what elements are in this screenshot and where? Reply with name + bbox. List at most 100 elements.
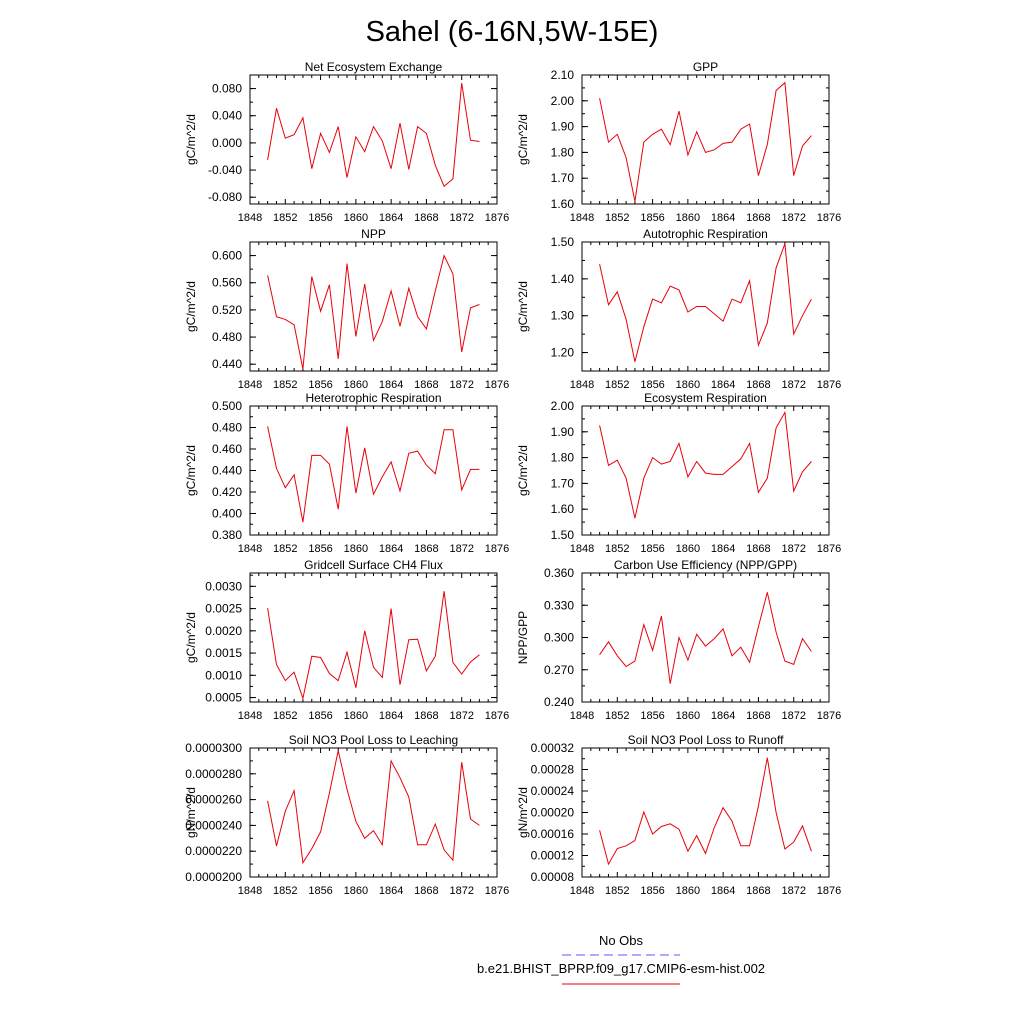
plot-frame bbox=[249, 405, 498, 536]
x-tick-label: 1852 bbox=[273, 710, 297, 722]
y-tick-label: 1.30 bbox=[551, 309, 575, 323]
y-tick-label: 1.70 bbox=[551, 476, 575, 490]
y-tick-label: 0.000 bbox=[212, 136, 242, 150]
x-tick-label: 1848 bbox=[238, 543, 262, 555]
y-tick-label: 0.460 bbox=[212, 442, 242, 456]
x-tick-label: 1876 bbox=[817, 379, 841, 391]
x-tick-label: 1868 bbox=[414, 885, 438, 897]
y-tick-label: 0.0000220 bbox=[185, 844, 242, 858]
plot-frame bbox=[581, 572, 830, 703]
x-tick-label: 1852 bbox=[605, 885, 629, 897]
y-tick-label: 0.440 bbox=[212, 357, 242, 371]
x-tick-label: 1876 bbox=[817, 710, 841, 722]
x-tick-label: 1856 bbox=[640, 885, 664, 897]
y-tick-label: 0.0000200 bbox=[185, 870, 242, 884]
x-tick-label: 1852 bbox=[273, 379, 297, 391]
x-tick-label: 1852 bbox=[605, 543, 629, 555]
x-tick-label: 1848 bbox=[570, 885, 594, 897]
x-tick-label: 1876 bbox=[817, 543, 841, 555]
x-tick-label: 1876 bbox=[817, 212, 841, 224]
y-tick-label: 1.60 bbox=[551, 502, 575, 516]
y-tick-label: 0.0000260 bbox=[185, 793, 242, 807]
y-tick-label: 2.00 bbox=[551, 399, 575, 413]
x-tick-label: 1852 bbox=[273, 212, 297, 224]
series-line bbox=[267, 426, 480, 523]
y-tick-label: 0.330 bbox=[544, 598, 574, 612]
y-axis-label: gC/m^2/d bbox=[516, 114, 530, 165]
plot-frame bbox=[581, 747, 830, 878]
x-tick-label: 1868 bbox=[414, 710, 438, 722]
y-tick-label: 0.240 bbox=[544, 695, 574, 709]
y-tick-label: 0.00020 bbox=[531, 806, 575, 820]
y-tick-label: 2.00 bbox=[551, 94, 575, 108]
y-tick-label: 0.0015 bbox=[205, 646, 242, 660]
x-tick-label: 1872 bbox=[781, 885, 805, 897]
x-tick-label: 1876 bbox=[485, 212, 509, 224]
x-tick-label: 1872 bbox=[781, 710, 805, 722]
y-axis-label: gC/m^2/d bbox=[516, 445, 530, 496]
figure-title: Sahel (6-16N,5W-15E) bbox=[366, 16, 659, 48]
x-tick-label: 1868 bbox=[746, 543, 770, 555]
x-tick-label: 1856 bbox=[640, 212, 664, 224]
y-tick-label: 0.0000280 bbox=[185, 767, 242, 781]
panel-title: Soil NO3 Pool Loss to Leaching bbox=[289, 733, 458, 747]
x-tick-label: 1848 bbox=[570, 543, 594, 555]
x-tick-label: 1860 bbox=[344, 212, 368, 224]
x-tick-label: 1864 bbox=[711, 885, 735, 897]
x-tick-label: 1852 bbox=[273, 885, 297, 897]
panel-title: Heterotrophic Respiration bbox=[305, 391, 441, 405]
y-axis-label: gC/m^2/d bbox=[184, 114, 198, 165]
y-tick-label: 0.00028 bbox=[531, 763, 575, 777]
x-tick-label: 1872 bbox=[781, 543, 805, 555]
x-tick-label: 1876 bbox=[817, 885, 841, 897]
legend-label-model: b.e21.BHIST_BPRP.f09_g17.CMIP6-esm-hist.… bbox=[477, 961, 765, 976]
y-tick-label: 0.440 bbox=[212, 464, 242, 478]
panel-9: Soil NO3 Pool Loss to Runoff gN/m^2/d 1848… bbox=[516, 733, 841, 897]
x-tick-label: 1860 bbox=[676, 543, 700, 555]
x-tick-label: 1852 bbox=[273, 543, 297, 555]
x-tick-label: 1868 bbox=[414, 212, 438, 224]
y-tick-label: -0.080 bbox=[208, 190, 242, 204]
x-tick-label: 1856 bbox=[640, 710, 664, 722]
x-tick-label: 1852 bbox=[605, 710, 629, 722]
x-tick-label: 1868 bbox=[746, 212, 770, 224]
x-tick-label: 1864 bbox=[379, 212, 403, 224]
y-tick-label: 2.10 bbox=[551, 68, 575, 82]
plot-frame bbox=[249, 572, 498, 703]
plot-frame bbox=[581, 405, 830, 536]
y-axis-label: gN/m^2/d bbox=[516, 787, 530, 838]
x-tick-label: 1872 bbox=[449, 379, 473, 391]
y-tick-label: 0.00008 bbox=[531, 870, 575, 884]
y-tick-label: 1.20 bbox=[551, 346, 575, 360]
x-tick-label: 1872 bbox=[781, 379, 805, 391]
y-tick-label: 0.0025 bbox=[205, 602, 242, 616]
y-tick-label: 1.50 bbox=[551, 528, 575, 542]
x-tick-label: 1860 bbox=[344, 885, 368, 897]
y-tick-label: 1.90 bbox=[551, 425, 575, 439]
y-tick-label: 0.0000240 bbox=[185, 818, 242, 832]
series-line bbox=[599, 81, 812, 202]
y-tick-label: 0.270 bbox=[544, 663, 574, 677]
legend: No Obs b.e21.BHIST_BPRP.f09_g17.CMIP6-es… bbox=[477, 933, 765, 985]
x-tick-label: 1856 bbox=[640, 543, 664, 555]
x-tick-label: 1860 bbox=[344, 543, 368, 555]
y-tick-label: -0.040 bbox=[208, 163, 242, 177]
y-tick-label: 0.360 bbox=[544, 566, 574, 580]
y-axis-label: gC/m^2/d bbox=[184, 281, 198, 332]
y-tick-label: 1.50 bbox=[551, 235, 575, 249]
y-tick-label: 0.00032 bbox=[531, 741, 575, 755]
series-line bbox=[267, 83, 480, 188]
y-tick-label: 0.0030 bbox=[205, 579, 242, 593]
x-tick-label: 1872 bbox=[781, 212, 805, 224]
series-line bbox=[599, 757, 812, 866]
panel-2: NPP gC/m^2/d 1848 1852 1856 1860 1864 1868 1872 1… bbox=[184, 227, 509, 391]
panel-3: Autotrophic Respiration gC/m^2/d 1848 1852 1… bbox=[516, 227, 841, 391]
x-tick-label: 1864 bbox=[711, 543, 735, 555]
x-tick-label: 1848 bbox=[238, 212, 262, 224]
y-tick-label: 0.040 bbox=[212, 109, 242, 123]
x-tick-label: 1868 bbox=[746, 885, 770, 897]
x-tick-label: 1868 bbox=[746, 379, 770, 391]
y-tick-label: 0.380 bbox=[212, 528, 242, 542]
plot-frame bbox=[249, 74, 498, 205]
